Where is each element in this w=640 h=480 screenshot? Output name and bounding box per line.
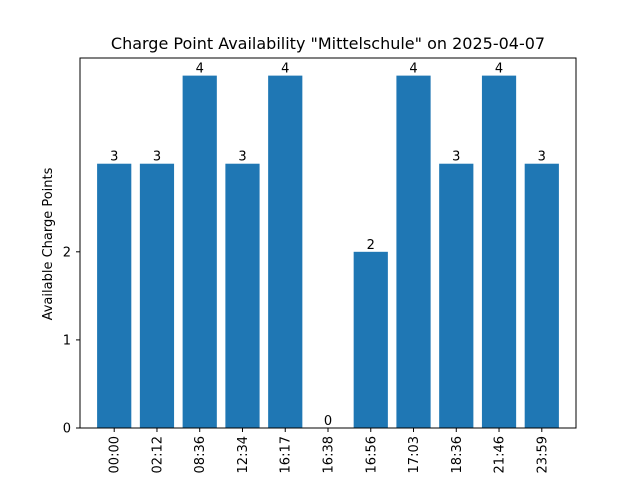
bar bbox=[268, 75, 303, 429]
bar bbox=[97, 163, 132, 428]
bar-value-label: 4 bbox=[409, 62, 417, 77]
bar-value-label: 4 bbox=[196, 62, 204, 77]
x-tick-label: 21:46 bbox=[493, 436, 508, 473]
bar bbox=[481, 75, 517, 429]
y-tick-label: 2 bbox=[63, 245, 71, 260]
bar-value-label: 2 bbox=[367, 238, 375, 253]
y-axis-label: Available Charge Points bbox=[41, 167, 56, 320]
x-tick-label: 18:36 bbox=[450, 436, 465, 473]
x-tick-label: 16:17 bbox=[279, 436, 294, 473]
bar-value-label: 3 bbox=[452, 150, 460, 165]
x-tick-label: 23:59 bbox=[535, 436, 550, 473]
x-tick-label: 17:03 bbox=[407, 436, 422, 473]
bar bbox=[353, 251, 388, 428]
bar-value-label: 0 bbox=[324, 414, 332, 429]
bar bbox=[524, 163, 559, 428]
bar bbox=[182, 75, 217, 429]
bar-value-label: 3 bbox=[153, 150, 161, 165]
bar-value-label: 3 bbox=[538, 150, 546, 165]
bar-value-label: 4 bbox=[495, 62, 503, 77]
x-tick-label: 00:00 bbox=[108, 436, 123, 473]
bar-value-label: 3 bbox=[110, 150, 118, 165]
x-tick-label: 12:34 bbox=[236, 436, 251, 473]
x-axis-ticks: 00:00 02:12 08:36 12:34 16:17 16:38 16:56 17:03… bbox=[108, 428, 550, 473]
bar-labels-group: 3 3 4 3 4 0 2 4 3 4 3 bbox=[110, 62, 546, 429]
plot-frame bbox=[79, 57, 577, 429]
bar bbox=[139, 163, 175, 428]
x-tick-label: 16:38 bbox=[322, 436, 337, 473]
chart-title: Charge Point Availability "Mittelschule"… bbox=[111, 34, 545, 53]
bar bbox=[225, 163, 260, 428]
bar bbox=[396, 75, 431, 429]
x-tick-label: 16:56 bbox=[364, 436, 379, 473]
y-tick-label: 1 bbox=[63, 333, 71, 348]
bar-value-label: 3 bbox=[238, 150, 246, 165]
x-tick-label: 02:12 bbox=[150, 436, 165, 473]
bar bbox=[439, 163, 474, 428]
bars-group bbox=[97, 75, 559, 429]
y-axis-ticks: 0 1 2 bbox=[63, 245, 80, 437]
y-tick-label: 0 bbox=[63, 422, 71, 437]
x-tick-label: 08:36 bbox=[193, 436, 208, 473]
bar-value-label: 4 bbox=[281, 62, 289, 77]
